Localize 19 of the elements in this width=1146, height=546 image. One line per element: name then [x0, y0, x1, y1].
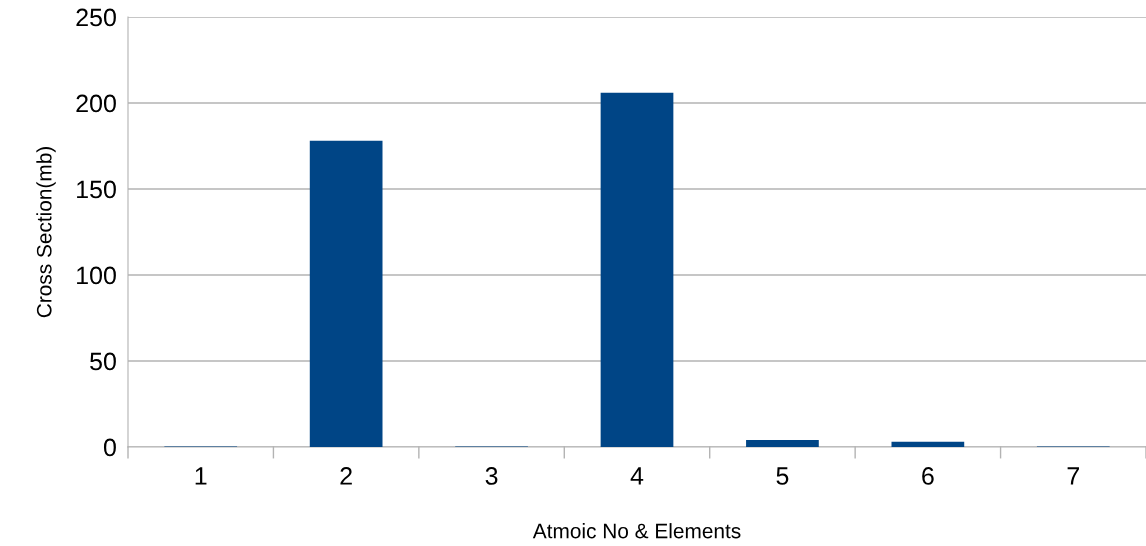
bar — [746, 440, 819, 447]
x-tick-label: 7 — [1067, 467, 1079, 485]
y-tick-label: 0 — [103, 438, 116, 457]
x-axis-title: Atmoic No & Elements — [532, 523, 741, 539]
x-tick-label: 3 — [485, 467, 498, 485]
y-tick-label: 50 — [90, 352, 116, 371]
bar — [309, 140, 383, 447]
y-tick-label: 200 — [76, 94, 116, 113]
x-tick-label: 6 — [922, 467, 934, 485]
bar — [891, 441, 965, 447]
y-tick-label: 100 — [77, 266, 116, 285]
y-tick-label: 250 — [76, 8, 116, 27]
x-tick-label: 2 — [340, 467, 352, 485]
bar — [600, 92, 674, 447]
y-tick-label: 150 — [77, 180, 116, 199]
x-tick-label: 1 — [195, 467, 207, 485]
x-tick-label: 5 — [776, 467, 789, 485]
x-tick-label: 4 — [630, 467, 644, 485]
y-axis-title: Cross Section(mb) — [36, 147, 56, 318]
